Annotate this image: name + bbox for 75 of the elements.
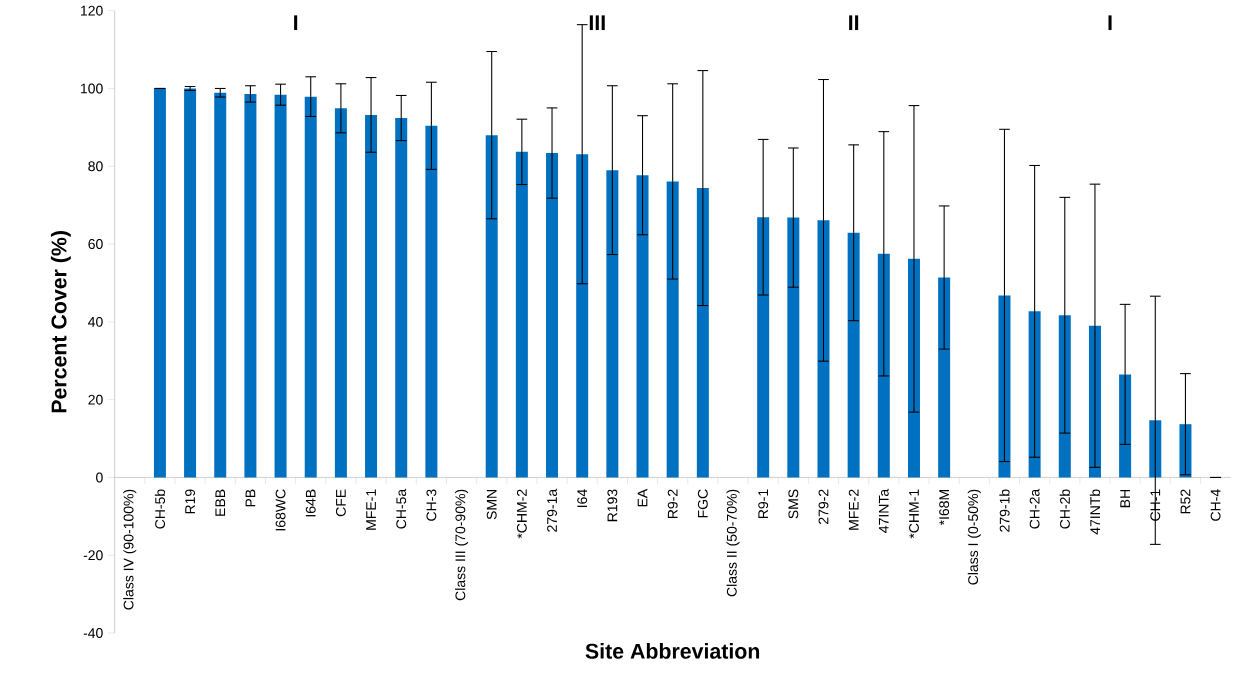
y-tick-label: -20 — [83, 550, 103, 561]
bar — [365, 114, 378, 478]
bar — [787, 217, 800, 478]
x-tick-label: 47INTb — [1089, 489, 1101, 535]
x-tick-label: 279-2 — [818, 489, 829, 524]
y-tick-label: 40 — [88, 316, 103, 327]
x-tick-label: Class I (0-50%) — [967, 489, 981, 585]
x-tick-label: I64B — [305, 489, 316, 517]
bar — [636, 175, 649, 478]
bar — [576, 154, 589, 478]
annotation: II — [849, 15, 859, 31]
y-tick-label: 0 — [96, 472, 103, 483]
y-tick-label: 80 — [88, 161, 103, 172]
x-tick-label: CFE — [335, 489, 346, 517]
x-tick-label: CH-1 — [1150, 489, 1161, 521]
x-tick-label: CH-2a — [1029, 488, 1040, 529]
y-tick-label: -40 — [83, 628, 103, 638]
bar — [666, 181, 679, 478]
x-tick-label: CH-4 — [1210, 489, 1221, 521]
bar — [153, 88, 166, 478]
x-axis-title: Site Abbreviation — [585, 643, 760, 659]
bar — [395, 117, 408, 478]
x-tick-label: CH-5b — [154, 489, 166, 529]
bar — [244, 93, 257, 478]
x-tick-label: CH-3 — [426, 489, 437, 521]
x-tick-label: PB — [245, 489, 256, 507]
x-tick-label: 279-1a — [547, 488, 557, 532]
bar — [214, 92, 227, 478]
x-tick-label: R9-1 — [758, 489, 769, 518]
bar — [847, 232, 860, 478]
bar — [334, 108, 347, 478]
x-tick-label: Class II (50-70%) — [726, 489, 740, 597]
bar — [938, 277, 951, 478]
x-tick-label: R19 — [185, 489, 196, 514]
y-tick-label: 120 — [81, 5, 103, 16]
x-tick-label: CH-2b — [1059, 489, 1070, 529]
x-tick-label: Class IV (90-100%) — [123, 489, 137, 610]
x-tick-label: CH-5a — [396, 488, 407, 529]
bar — [696, 188, 709, 478]
bar — [184, 88, 197, 478]
bar — [274, 94, 287, 478]
x-tick-label: BH — [1120, 489, 1130, 508]
x-tick-label: *I68M — [939, 489, 950, 526]
x-tick-label: *CHM-1 — [909, 489, 919, 539]
bar — [515, 151, 528, 478]
y-tick-label: 20 — [88, 394, 103, 405]
x-tick-label: FGC — [697, 489, 708, 518]
x-tick-label: 279-1b — [999, 489, 1010, 532]
x-tick-label: R9-2 — [667, 489, 678, 518]
y-axis-title: Percent Cover (%) — [50, 231, 71, 413]
x-tick-label: SMN — [486, 489, 497, 520]
bar — [606, 170, 619, 478]
annotation: I — [1108, 15, 1112, 31]
annotation: III — [589, 15, 605, 31]
bar — [757, 217, 770, 478]
y-tick-label: 100 — [81, 83, 103, 94]
x-tick-label: MFE-1 — [366, 489, 376, 530]
x-tick-label: SMS — [788, 489, 799, 519]
x-tick-label: EBB — [215, 489, 226, 516]
x-tick-label: EA — [637, 488, 648, 507]
x-tick-label: R52 — [1180, 489, 1191, 514]
x-tick-label: R193 — [607, 489, 618, 522]
annotation: I — [294, 15, 298, 31]
bar — [485, 135, 498, 478]
x-tick-label: *CHM-2 — [516, 489, 527, 539]
x-tick-label: I68WC — [275, 489, 286, 531]
x-tick-label: Class III (70-90%) — [455, 489, 469, 601]
x-tick-label: 47INTa — [878, 488, 889, 533]
x-tick-label: MFE-2 — [848, 489, 859, 530]
bar — [1149, 420, 1162, 478]
bar — [304, 96, 317, 478]
bar — [425, 125, 438, 478]
bar — [546, 153, 559, 478]
x-tick-label: I64 — [577, 489, 588, 507]
y-tick-label: 60 — [88, 239, 103, 249]
